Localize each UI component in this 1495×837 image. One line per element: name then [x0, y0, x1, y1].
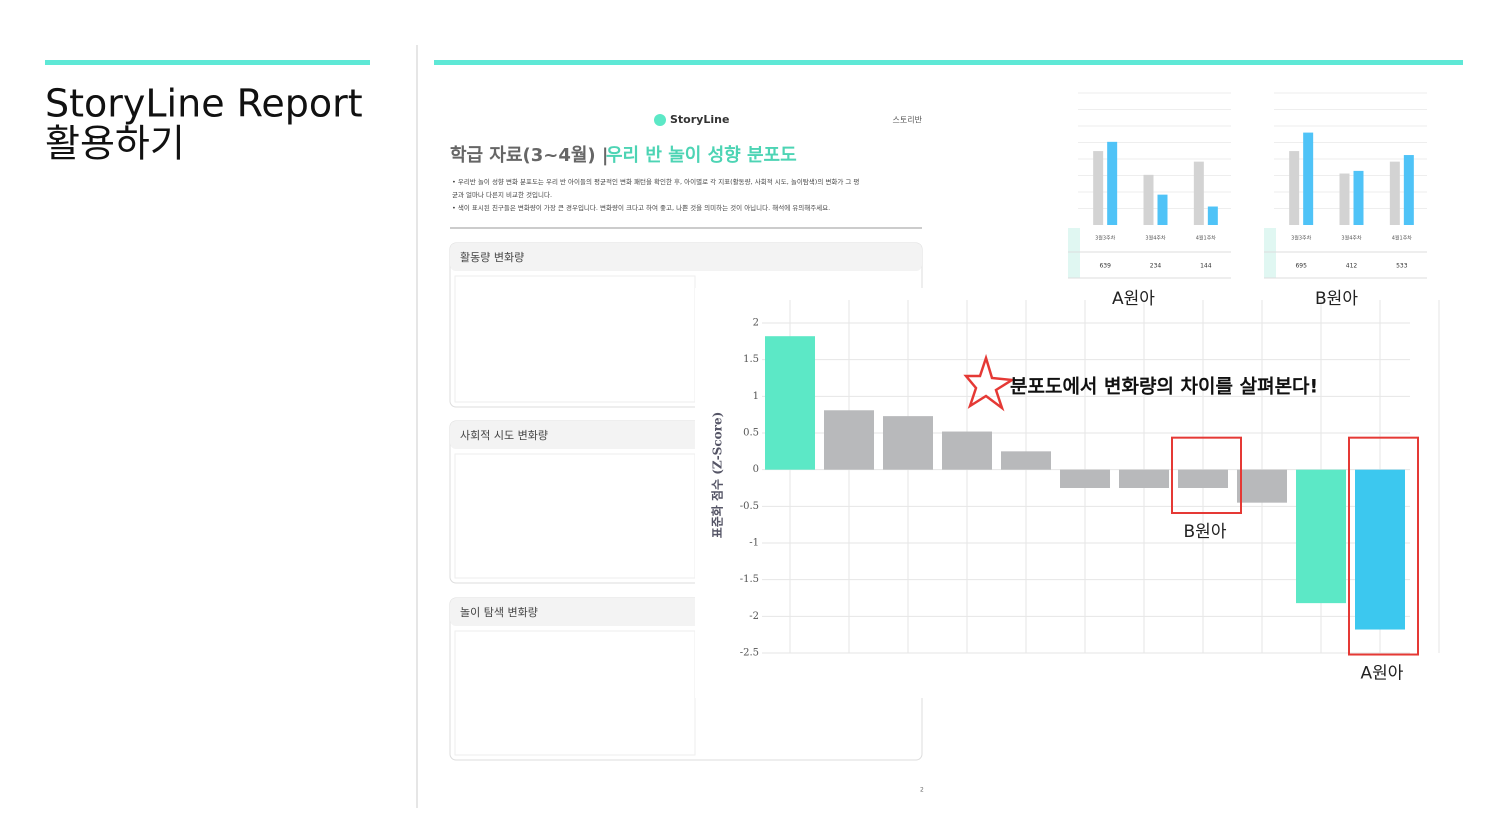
bullet: • 우리반 놀이 성향 변화 분포도는 우리 반 아이들의 평균적인 변화 패턴…: [452, 178, 860, 199]
bullets: • 우리반 놀이 성향 변화 분포도는 우리 반 아이들의 평균적인 변화 패턴…: [452, 178, 860, 212]
bar: [1353, 170, 1364, 225]
accent-bar: [434, 60, 1463, 65]
y-axis-label: 표준화 점수 (Z-Score): [710, 412, 725, 539]
bar: [1403, 155, 1414, 225]
chart-title: B원아: [1315, 289, 1358, 309]
x-tick-label: 3월4주차: [1341, 235, 1362, 242]
bar: [1060, 469, 1110, 488]
y-tick-label: -2: [749, 611, 759, 622]
x-tick-label: 3월3주차: [1291, 235, 1312, 242]
x-tick-label: 3월4주차: [1145, 235, 1166, 242]
table-value: 639: [1099, 263, 1111, 270]
y-tick-label: 1.5: [743, 354, 759, 365]
bar: [942, 431, 992, 470]
y-tick-label: 0.5: [743, 428, 759, 439]
bar: [1303, 132, 1314, 225]
slide-title: 활용하기: [45, 122, 185, 166]
logo: StoryLine: [670, 113, 729, 126]
bar: [1389, 161, 1400, 225]
section-title: 놀이 탐색 변화량: [460, 606, 538, 619]
bar: [1119, 469, 1169, 488]
x-tick-label: 3월3주차: [1095, 235, 1116, 242]
bullet: • 색이 표시된 친구들은 변화량이 가장 큰 경우입니다. 변화량이 크다고 …: [452, 204, 831, 212]
y-tick-label: 1: [753, 391, 759, 402]
bar: [1289, 151, 1300, 225]
bar: [1178, 469, 1228, 488]
y-tick-label: -2.5: [740, 648, 759, 659]
report-heading: 우리 반 놀이 성향 분포도: [606, 145, 797, 166]
logo-icon: [654, 114, 666, 126]
table-value: 695: [1295, 263, 1307, 270]
table-head: [1068, 228, 1080, 278]
bar: [1093, 151, 1104, 225]
bar: [1107, 141, 1118, 225]
bar: [883, 416, 933, 470]
slide-title: StoryLine Report: [45, 82, 363, 126]
bar: [1339, 173, 1350, 225]
bar: [824, 410, 874, 470]
table-value: 144: [1200, 263, 1212, 270]
bullet-text: 우리반 놀이 성향 변화 분포도는 우리 반 아이들의 평균적인 변화 패턴을 …: [452, 178, 860, 199]
highlight-box: [1171, 436, 1242, 514]
table-value: 412: [1346, 263, 1358, 270]
y-tick-label: -1.5: [740, 574, 759, 585]
bar: [765, 336, 815, 470]
chart-title: A원아: [1112, 289, 1155, 309]
table-head: [1264, 228, 1276, 278]
y-tick-label: 2: [753, 318, 759, 329]
accent-bar: [45, 60, 370, 65]
x-tick-label: 4월1주차: [1392, 235, 1413, 242]
y-tick-label: -0.5: [740, 501, 759, 512]
table-value: 234: [1150, 263, 1162, 270]
bar: [1157, 194, 1168, 225]
y-tick-label: 0: [753, 464, 759, 475]
highlight-box: [1348, 436, 1419, 656]
star-icon: [963, 353, 1016, 412]
x-tick-label: 4월1주차: [1196, 235, 1217, 242]
bullet-text: 색이 표시된 친구들은 변화량이 가장 큰 경우입니다. 변화량이 크다고 하여…: [457, 204, 831, 212]
bar: [1193, 161, 1204, 225]
bar: [1143, 174, 1154, 225]
section-title: 활동량 변화량: [460, 250, 524, 264]
bar: [1237, 469, 1287, 503]
class-name: 스토리반: [893, 116, 923, 125]
annotation: 분포도에서 변화량의 차이를 살펴본다!: [1010, 376, 1318, 398]
table-value: 533: [1396, 263, 1408, 270]
section-title: 사회적 시도 변화량: [460, 429, 548, 442]
page-number: 2: [920, 787, 924, 794]
y-tick-label: -1: [749, 538, 759, 549]
bar: [1296, 469, 1346, 604]
report-heading: 학급 자료(3~4월) |: [450, 144, 609, 166]
bar: [1001, 451, 1051, 470]
highlight-label: B원아: [1184, 522, 1227, 542]
highlight-label: A원아: [1361, 664, 1404, 684]
bar: [1355, 469, 1405, 630]
bar: [1207, 206, 1218, 225]
